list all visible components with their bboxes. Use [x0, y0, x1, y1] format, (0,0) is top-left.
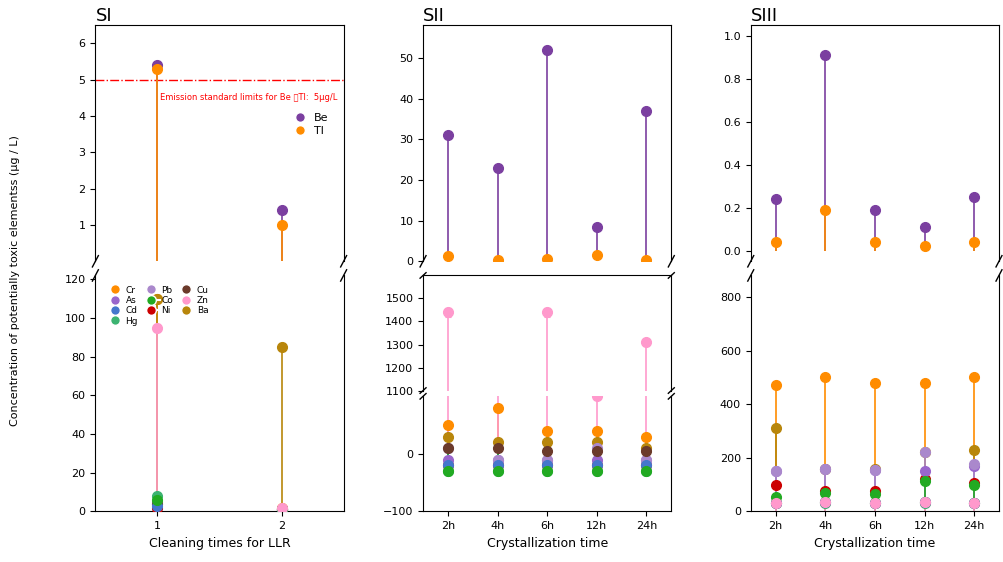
X-axis label: Crystallization time: Crystallization time [813, 537, 935, 550]
Text: Emission standard limits for Be 、Tl:  5μg/L: Emission standard limits for Be 、Tl: 5μg… [159, 93, 337, 102]
Text: Concentration of potentially toxic elementss (μg / L): Concentration of potentially toxic eleme… [10, 135, 20, 427]
Legend: Be, Tl: Be, Tl [284, 108, 333, 140]
Legend: Cr, As, Cd, Hg, Pb, Co, Ni, Cu, Zn, Ba: Cr, As, Cd, Hg, Pb, Co, Ni, Cu, Zn, Ba [104, 285, 210, 327]
Text: SI: SI [95, 7, 112, 25]
X-axis label: Crystallization time: Crystallization time [486, 537, 607, 550]
Text: SII: SII [422, 7, 444, 25]
X-axis label: Cleaning times for LLR: Cleaning times for LLR [148, 537, 290, 550]
Text: SIII: SIII [750, 7, 777, 25]
